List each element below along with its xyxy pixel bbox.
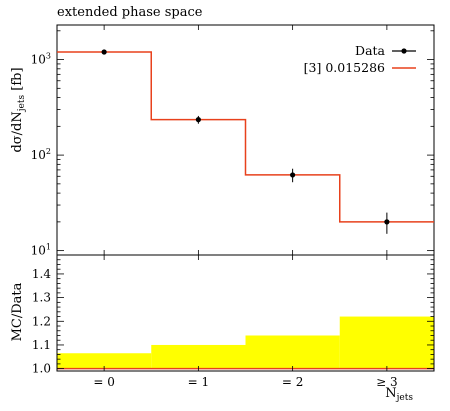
legend-label-data: Data <box>355 43 385 58</box>
x-tick-label: ≥ 3 <box>376 375 398 389</box>
legend: Data [3] 0.015286 <box>304 43 416 75</box>
ratio-y-tick-label: 1.0 <box>32 362 51 376</box>
ratio-band <box>57 353 152 369</box>
data-point <box>290 172 296 178</box>
data-point <box>384 219 390 225</box>
data-point <box>101 49 107 55</box>
x-tick-label: = 1 <box>188 375 210 389</box>
y-tick-label: 103 <box>31 52 51 67</box>
x-tick-label: = 2 <box>282 375 304 389</box>
ratio-y-axis-label: MC/Data <box>10 282 25 341</box>
mc-step-line <box>57 51 434 223</box>
ratio-frame <box>56 254 435 372</box>
data-point <box>195 117 201 123</box>
ratio-y-tick-label: 1.1 <box>32 338 51 352</box>
ratio-y-tick-label: 1.2 <box>32 314 51 328</box>
x-axis-label: Njets <box>385 386 413 403</box>
x-tick-label: = 0 <box>93 375 115 389</box>
y-tick-label: 102 <box>31 147 51 162</box>
legend-marker-data-point <box>401 48 407 54</box>
y-axis-label: dσ/dNjets [fb] <box>10 67 27 152</box>
ratio-band <box>339 316 434 369</box>
ratio-band <box>245 335 340 369</box>
legend-label-mc: [3] 0.015286 <box>304 60 385 75</box>
y-tick-label: 101 <box>31 243 51 258</box>
ratio-panel: 1.0 1.1 1.2 1.3 1.4 = 0 = 1 = 2 ≥ 3 <box>32 254 435 389</box>
chart-title: extended phase space <box>57 5 203 20</box>
ratio-y-tick-label: 1.4 <box>32 267 51 281</box>
ratio-band <box>151 344 246 369</box>
ratio-y-tick-label: 1.3 <box>32 291 51 305</box>
